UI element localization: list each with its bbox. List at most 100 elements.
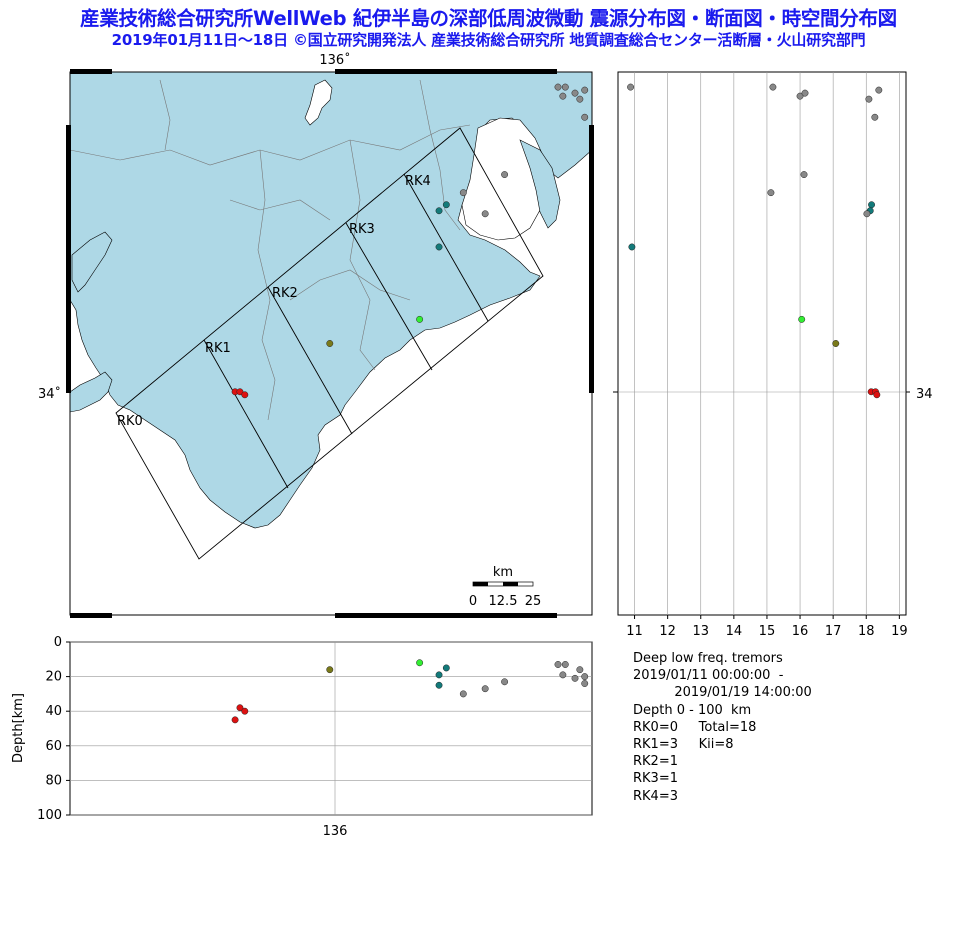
depth-lon-label: 136 bbox=[323, 824, 348, 839]
depth-event-point bbox=[326, 666, 334, 674]
time-event-point bbox=[863, 210, 871, 218]
map-land-awaji bbox=[71, 231, 113, 293]
time-tick-label: 13 bbox=[692, 624, 709, 639]
info-line: RK4=3 bbox=[633, 788, 678, 804]
page-subtitle: 2019年01月11日～18日 ©国立研究開発法人 産業技術総合研究所 地質調査… bbox=[111, 31, 866, 49]
time-event-point bbox=[627, 83, 635, 91]
depth-y-label: Depth[km] bbox=[11, 693, 26, 763]
map-event-point bbox=[554, 83, 562, 91]
region-divider bbox=[345, 222, 433, 371]
prefecture-boundaries bbox=[70, 79, 471, 421]
region-outline bbox=[115, 127, 544, 560]
depth-event-point bbox=[481, 685, 489, 693]
region-label-rk3: RK3 bbox=[349, 222, 375, 237]
time-event-point bbox=[875, 86, 883, 94]
time-tick-label: 16 bbox=[792, 624, 809, 639]
depth-event-point bbox=[581, 673, 589, 681]
region-divider bbox=[267, 286, 353, 435]
scale-bar-fill bbox=[473, 582, 488, 586]
time-event-point bbox=[628, 243, 636, 251]
time-event-point bbox=[801, 89, 809, 97]
map-lon-label: 136˚ bbox=[319, 52, 350, 68]
time-x-ticks: 11 12 13 14 15 16 17 18 19 bbox=[626, 615, 908, 639]
info-panel: Deep low freq. tremors 2019/01/11 00:00:0… bbox=[633, 650, 812, 805]
map-event-layer bbox=[231, 83, 589, 399]
time-event-point bbox=[800, 171, 808, 179]
map-event-point bbox=[442, 201, 450, 209]
region-label-rk4: RK4 bbox=[405, 174, 431, 189]
info-line: Deep low freq. tremors bbox=[633, 651, 783, 666]
depth-event-point bbox=[459, 690, 467, 698]
map-lake-biwa bbox=[304, 79, 333, 126]
depth-event-point bbox=[581, 680, 589, 687]
info-line: Depth 0 - 100 km bbox=[633, 702, 752, 718]
time-space-plot: 34 11 12 13 14 15 16 17 18 19 bbox=[613, 71, 933, 639]
time-tick-label: 17 bbox=[825, 624, 842, 639]
scale-tick: 25 bbox=[525, 594, 542, 609]
time-tick-label: 12 bbox=[659, 624, 676, 639]
scale-tick: 0 bbox=[469, 594, 477, 609]
time-tick-label: 11 bbox=[626, 624, 643, 639]
depth-tick-label: 80 bbox=[45, 773, 62, 788]
depth-event-point bbox=[501, 678, 509, 686]
depth-grid bbox=[70, 641, 592, 816]
time-event-point bbox=[832, 340, 840, 347]
time-event-point bbox=[871, 113, 879, 121]
map-event-point bbox=[559, 92, 567, 100]
depth-y-ticks: 0 20 40 60 80 100 bbox=[37, 635, 70, 823]
map-event-point bbox=[581, 86, 589, 94]
depth-tick-label: 0 bbox=[54, 635, 62, 650]
time-event-point bbox=[767, 189, 775, 197]
depth-event-point bbox=[561, 661, 569, 668]
info-line: RK2=1 bbox=[633, 754, 678, 770]
region-label-rk1: RK1 bbox=[205, 341, 231, 356]
time-event-point bbox=[868, 201, 875, 209]
depth-tick-label: 60 bbox=[45, 739, 62, 754]
time-event-point bbox=[796, 92, 804, 100]
time-event-point bbox=[873, 391, 881, 399]
map-scale-bar: km 0 12.5 25 bbox=[469, 565, 541, 609]
map-event-point bbox=[581, 113, 589, 121]
epicenter-map: RK0 RK1 RK2 RK3 RK4 136˚ 34˚ km 0 12.5 2… bbox=[38, 52, 594, 618]
map-land-shikoku bbox=[70, 371, 113, 413]
map-land-chita bbox=[519, 139, 561, 229]
depth-cross-section: 136 Depth[km] 0 20 40 60 80 100 bbox=[11, 635, 593, 839]
depth-event-point bbox=[435, 671, 443, 679]
time-event-point bbox=[865, 95, 873, 103]
time-event-point bbox=[798, 315, 806, 323]
map-event-point bbox=[459, 189, 467, 197]
depth-event-point bbox=[416, 659, 424, 667]
info-line: 2019/01/11 00:00:00 - bbox=[633, 668, 784, 684]
depth-event-layer bbox=[231, 659, 589, 724]
depth-event-point bbox=[571, 674, 579, 682]
region-divider bbox=[403, 173, 489, 322]
region-divider bbox=[203, 339, 289, 489]
time-tick-label: 18 bbox=[858, 624, 875, 639]
map-event-point bbox=[571, 89, 579, 97]
time-event-layer bbox=[627, 83, 883, 399]
info-line: 2019/01/19 14:00:00 bbox=[633, 685, 812, 701]
map-event-point bbox=[576, 95, 584, 103]
depth-event-point bbox=[554, 661, 562, 668]
region-boxes bbox=[115, 127, 544, 560]
depth-tick-label: 100 bbox=[37, 808, 62, 823]
info-line: RK3=1 bbox=[633, 771, 678, 787]
map-lat-label: 34˚ bbox=[38, 386, 61, 402]
depth-event-point bbox=[559, 671, 567, 679]
map-event-point bbox=[481, 210, 489, 218]
map-event-point bbox=[326, 340, 334, 347]
depth-event-point bbox=[435, 681, 443, 689]
map-border-bars bbox=[66, 69, 594, 618]
map-event-point bbox=[435, 243, 443, 251]
region-label-rk0: RK0 bbox=[117, 414, 143, 429]
map-event-point bbox=[561, 83, 569, 91]
depth-event-point bbox=[231, 716, 239, 724]
scale-unit: km bbox=[493, 565, 513, 580]
region-label-rk2: RK2 bbox=[272, 286, 298, 301]
depth-event-point bbox=[236, 704, 244, 712]
depth-tick-label: 20 bbox=[45, 670, 62, 685]
info-line: RK1=3 Kii=8 bbox=[633, 737, 734, 753]
depth-event-point bbox=[241, 707, 249, 715]
time-tick-label: 14 bbox=[726, 624, 743, 639]
